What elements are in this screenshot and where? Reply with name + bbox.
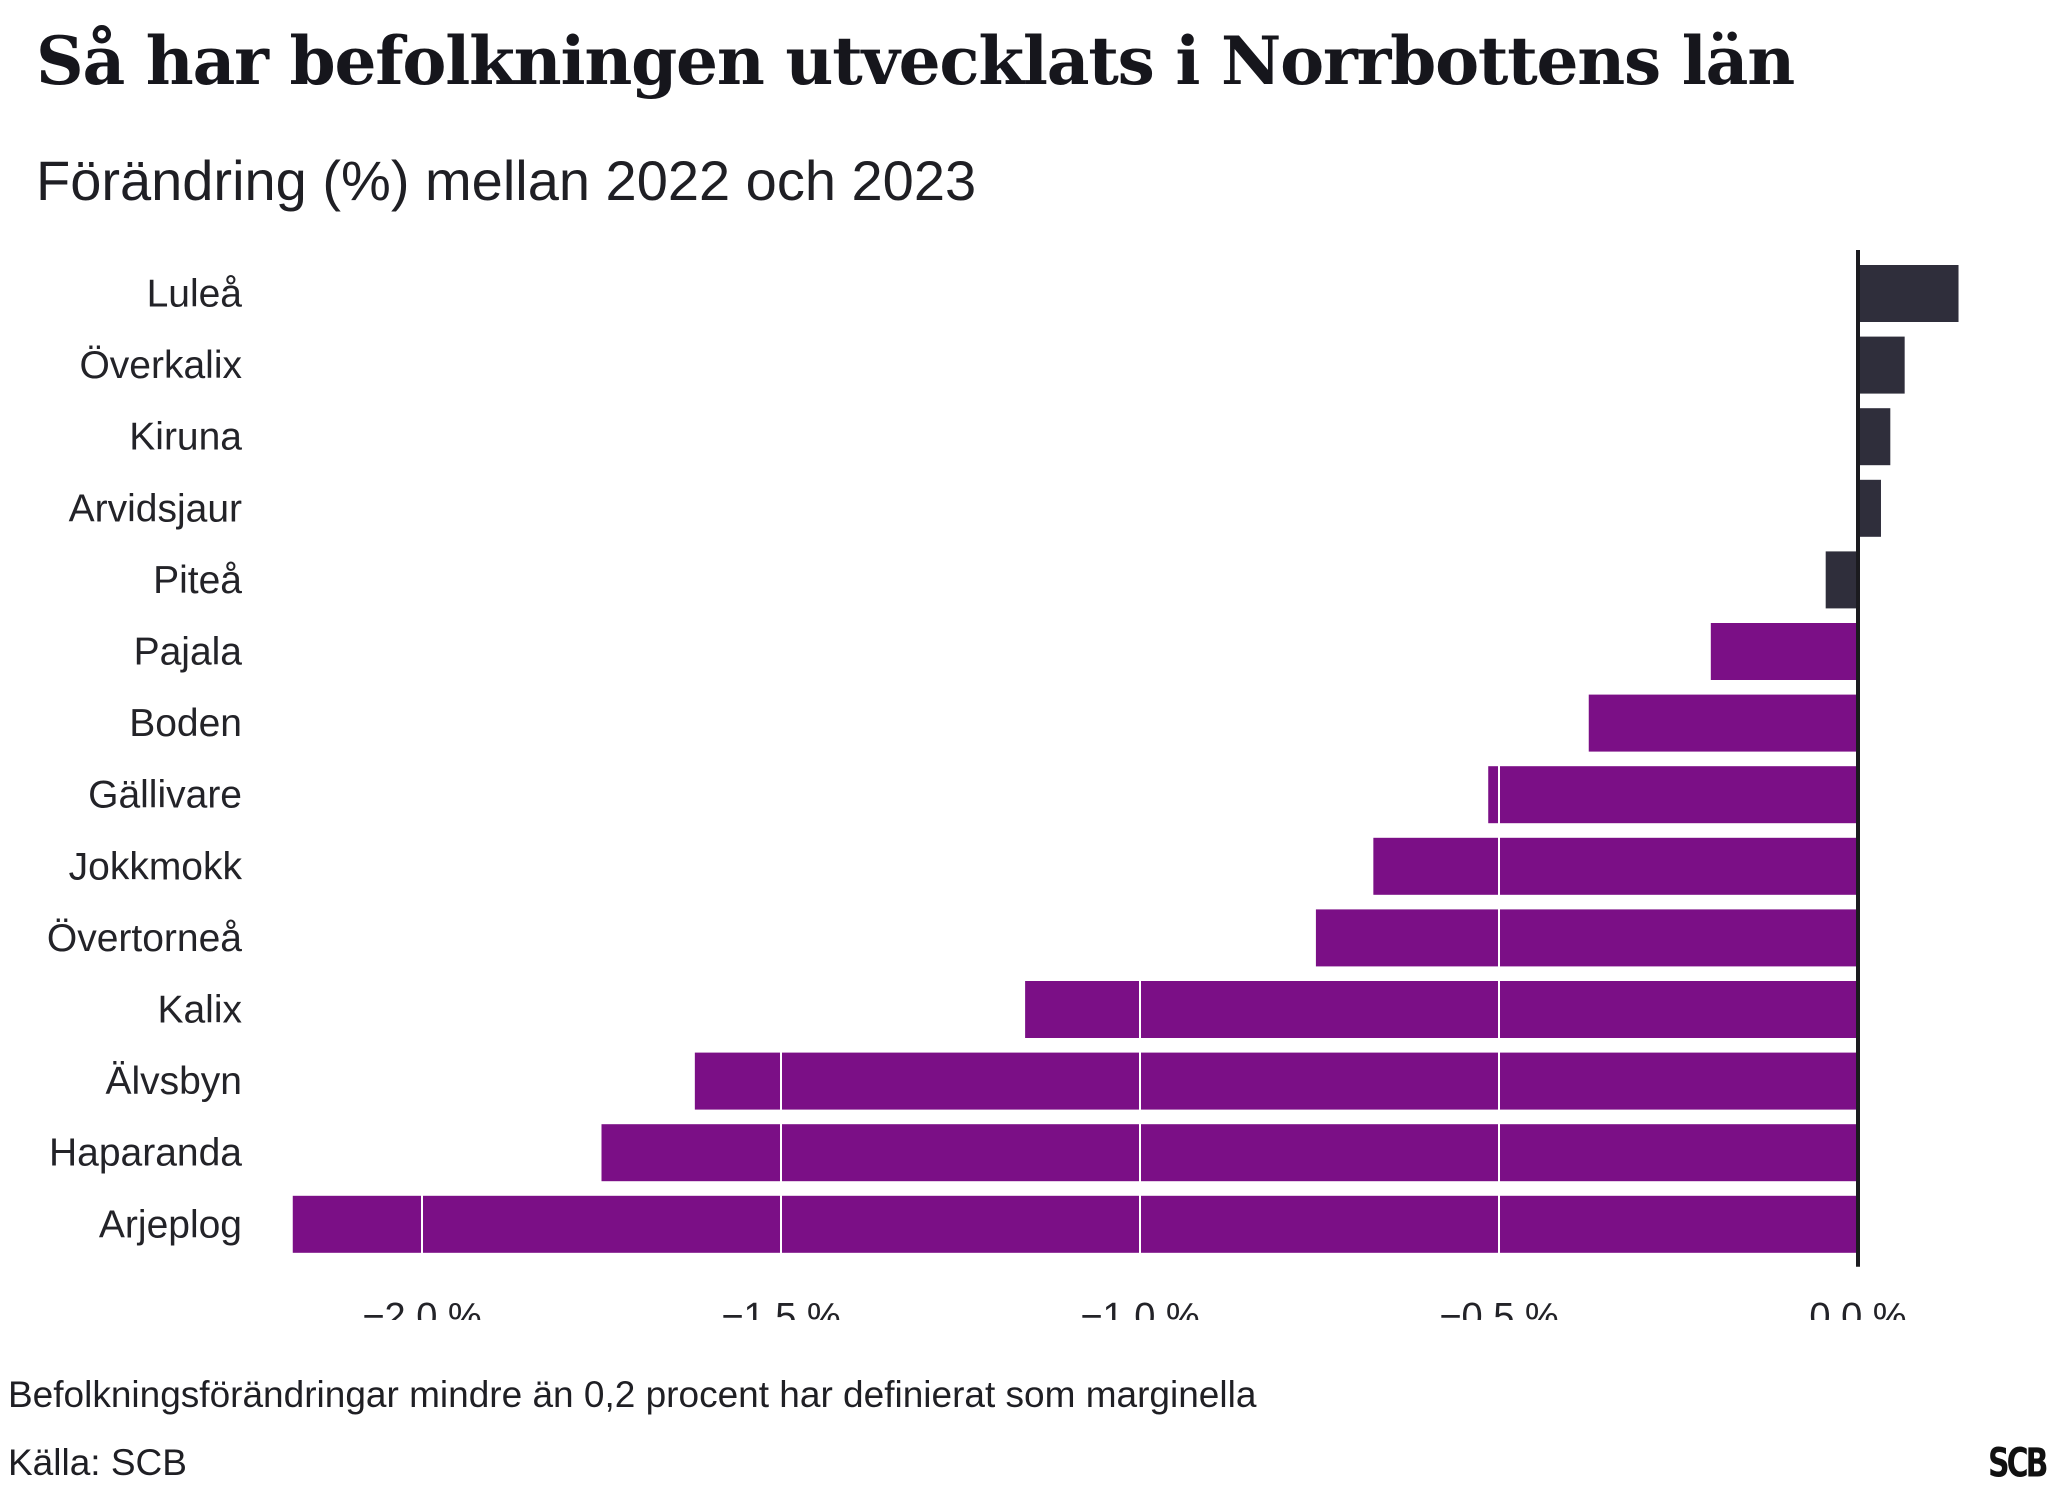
scb-logo: SCB [1988, 1440, 2048, 1487]
bar-overkalix [1858, 336, 1905, 394]
x-tick-label: 0,0 % [1809, 1296, 1906, 1320]
bar-overtornea [1315, 909, 1858, 967]
footnote: Befolkningsförändringar mindre än 0,2 pr… [8, 1374, 1257, 1415]
tick-labels-group: −2,0 % −1,5 % −1,0 % −0,5 % 0,0 % [362, 1296, 1906, 1320]
source-label: Källa: SCB [8, 1442, 187, 1483]
chart-subtitle: Förändring (%) mellan 2022 och 2023 [36, 149, 977, 212]
category-label: Arjeplog [99, 1203, 242, 1246]
category-labels-group: Luleå Överkalix Kiruna Arvidsjaur Piteå Pajal… [47, 273, 243, 1247]
category-label: Piteå [153, 559, 242, 602]
category-label: Pajala [134, 631, 243, 674]
bar-boden [1588, 694, 1858, 752]
bar-pitea [1825, 551, 1858, 609]
bar-alvsbyn [694, 1052, 1858, 1110]
category-label: Överkalix [79, 344, 242, 387]
gridlines-group [421, 263, 1500, 1255]
bar-lulea [1858, 265, 1959, 322]
x-tick-label: −1,0 % [1080, 1296, 1199, 1320]
bar-kiruna [1858, 408, 1891, 466]
bar-kalix [1025, 981, 1858, 1038]
category-label: Övertorneå [47, 917, 242, 960]
category-label: Älvsbyn [105, 1060, 242, 1103]
category-label: Kalix [157, 989, 242, 1032]
bar-gallivare [1488, 766, 1858, 824]
bar-arjeplog [292, 1195, 1858, 1253]
x-tick-label: −1,5 % [721, 1296, 840, 1320]
x-tick-label: −2,0 % [362, 1296, 481, 1320]
category-label: Luleå [147, 273, 243, 316]
x-tick-label: −0,5 % [1439, 1296, 1558, 1320]
bars-group [292, 265, 1959, 1253]
bar-chart: Luleå Överkalix Kiruna Arvidsjaur Piteå Pajal… [47, 250, 1959, 1320]
bar-pajala [1710, 623, 1858, 680]
category-label: Gällivare [88, 774, 242, 817]
category-label: Jokkmokk [69, 845, 243, 888]
category-label: Boden [129, 702, 242, 745]
chart-title: Så har befolkningen utvecklats i Norrbot… [36, 22, 1795, 100]
bar-jokkmokk [1373, 837, 1858, 895]
category-label: Haparanda [49, 1132, 242, 1175]
bar-haparanda [601, 1124, 1858, 1182]
category-label: Kiruna [129, 416, 242, 459]
category-label: Arvidsjaur [69, 487, 242, 530]
bar-arvidsjaur [1858, 479, 1881, 537]
